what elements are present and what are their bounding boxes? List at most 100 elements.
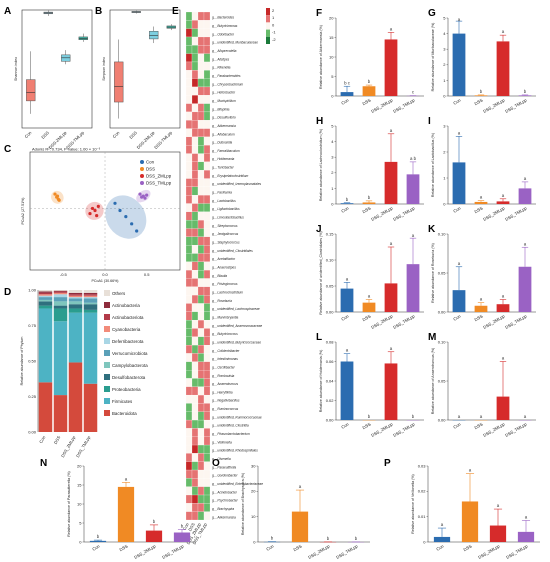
panel-j: 0.00 0.05 0.10 0.15 a Con a DSS a DSS_ZMLpp a DSS_T…	[319, 231, 424, 330]
heat-cell	[197, 161, 205, 171]
bar	[362, 202, 376, 204]
colorbar-tick: 2	[272, 8, 275, 13]
scatter-point	[93, 208, 97, 213]
heat-cell	[197, 186, 205, 196]
stack-segment	[83, 298, 98, 303]
significance-letter: a	[390, 241, 393, 246]
row-label: g__Jeotgalicoccus	[212, 232, 239, 236]
heat-cell	[203, 78, 211, 88]
heat-cell	[191, 336, 199, 346]
heat-cell	[185, 469, 193, 479]
heat-cell	[191, 153, 199, 163]
colorbar-step	[266, 15, 270, 23]
legend-label: Campylobacterota	[112, 363, 148, 368]
significance-letter: b	[524, 89, 527, 94]
bar	[517, 531, 535, 542]
heat-cell	[191, 61, 199, 71]
bar	[362, 302, 376, 312]
x-tick-label: 0.5	[144, 272, 150, 277]
heat-cell	[203, 303, 211, 312]
row-label: g__Colidextribacter	[212, 349, 240, 353]
panel-label-c: C	[4, 144, 11, 155]
heat-cell	[191, 320, 199, 329]
y-tick-label: 2	[331, 170, 334, 175]
heat-cell	[185, 161, 193, 171]
bar	[461, 501, 479, 542]
heat-cell	[185, 386, 193, 396]
panel-i: 0 1 2 3 a Con a DSS a DSS_ZMLpp a DSS_TMLpp Relative…	[431, 123, 536, 222]
y-tick-label: 0	[443, 93, 446, 98]
heat-cell	[185, 394, 193, 404]
heat-cell	[185, 128, 193, 138]
heat-cell	[197, 270, 205, 279]
significance-letter: b	[271, 536, 274, 541]
heat-cell	[191, 161, 199, 171]
heat-cell	[197, 511, 205, 521]
heat-cell	[185, 403, 193, 412]
legend-swatch	[104, 338, 110, 344]
y-axis-label: Relative abundance of unidentified_Clost…	[319, 231, 323, 314]
y-tick-label: 0.10	[438, 339, 447, 344]
heat-cell	[191, 28, 199, 38]
bar	[452, 33, 466, 96]
row-label: g__unidentified_Enterobacteriaceae	[212, 482, 263, 486]
panel-n: 05101520bConaDSSbDSS_ZMLppbDSS_TMLppRela…	[67, 463, 196, 560]
heat-cell	[203, 236, 211, 246]
heat-cell	[191, 70, 199, 79]
x-tick-label: DSS	[474, 97, 484, 106]
y-tick-label: 0.25	[28, 394, 37, 399]
bar	[518, 266, 532, 312]
heat-cell	[203, 228, 211, 237]
heat-cell	[191, 195, 199, 204]
legend-label: Con	[146, 160, 155, 165]
heat-cell	[185, 428, 193, 437]
heat-cell	[203, 203, 211, 212]
row-label: g__Paraeutthella	[212, 465, 236, 469]
heat-cell	[203, 478, 211, 487]
heat-cell	[197, 111, 205, 121]
heat-cell	[185, 419, 193, 429]
significance-letter: b	[153, 519, 156, 524]
heat-cell	[185, 145, 193, 154]
y-tick-label: 0	[423, 539, 426, 544]
row-label: g__Bacteroides	[212, 16, 235, 20]
stack-segment	[68, 290, 83, 293]
heat-cell	[197, 378, 205, 387]
heat-cell	[203, 403, 211, 412]
significance-letter: a	[458, 414, 461, 419]
heat-cell	[191, 86, 199, 96]
stack-segment	[53, 395, 68, 432]
heat-cell	[203, 120, 211, 129]
heat-cell	[197, 411, 205, 421]
heat-cell	[197, 61, 205, 71]
scatter-point	[57, 198, 61, 202]
significance-letter: a	[458, 17, 461, 22]
heat-cell	[185, 369, 193, 379]
heat-cell	[197, 386, 205, 396]
significance-letter: a	[299, 484, 302, 489]
bar	[433, 536, 451, 542]
x-tick-label: DSS	[474, 313, 484, 322]
stack-segment	[53, 297, 68, 302]
significance-letter: a	[390, 128, 393, 133]
x-tick-label: DSS_ZMLpp	[370, 205, 394, 222]
significance-letter: a	[412, 233, 415, 238]
stack-segment	[68, 362, 83, 432]
x-tick-label: DSS	[293, 543, 303, 552]
bar	[452, 162, 466, 204]
heat-cell	[191, 120, 199, 129]
x-tick-label: DSS_ZMLpp	[370, 313, 394, 330]
heat-cell	[185, 45, 193, 54]
significance-letter: a	[524, 414, 527, 419]
stack-segment	[83, 292, 98, 295]
row-label: g__Butyricimonas	[212, 24, 238, 28]
x-tick-label: DSS_TMLpp	[392, 313, 416, 330]
heat-cell	[203, 36, 211, 46]
y-axis-label: Relative abundance of Lachnoclostridium …	[319, 129, 323, 201]
heat-cell	[197, 295, 205, 304]
panel-label-o: O	[212, 458, 220, 469]
heat-cell	[185, 120, 193, 129]
colorbar-tick: -1	[272, 30, 276, 35]
x-tick-label: DSS	[128, 130, 138, 140]
